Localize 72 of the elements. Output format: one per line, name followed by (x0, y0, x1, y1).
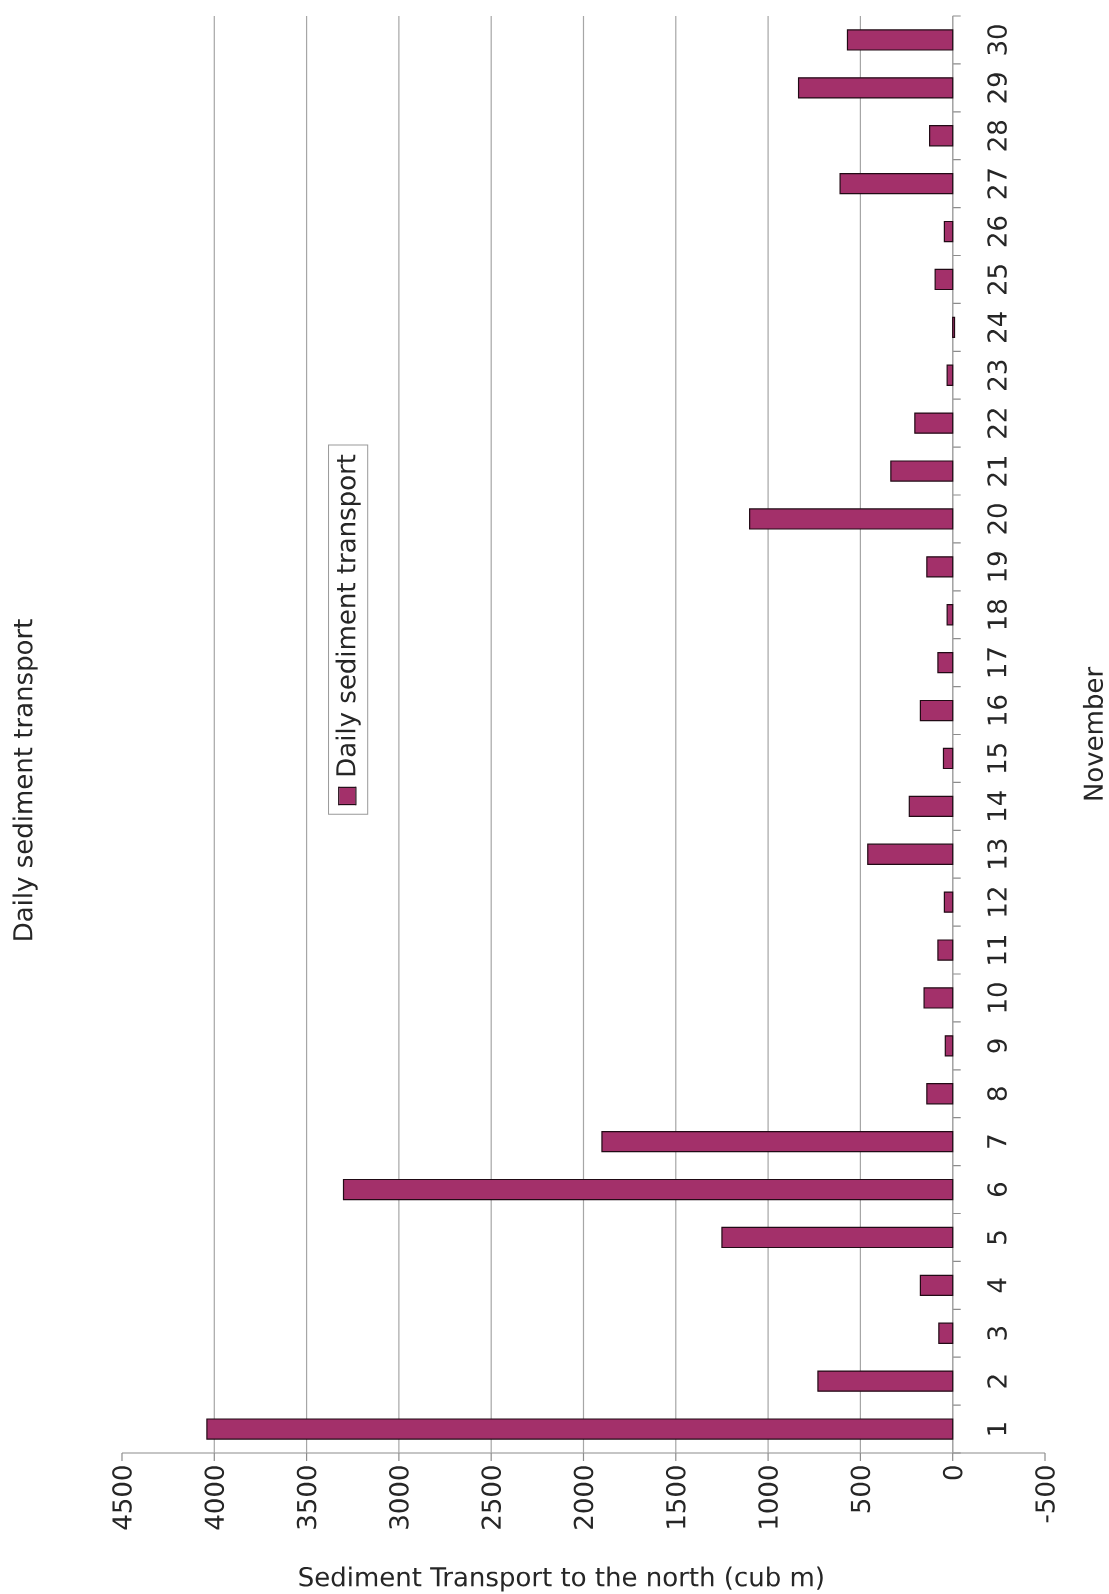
y-tick-label: 17 (987, 648, 1007, 677)
text: Daily sediment transport (335, 454, 361, 776)
x-tick-label: 0 (942, 1466, 963, 1480)
bar (919, 1274, 954, 1297)
bar (929, 125, 954, 147)
y-tick-label: 4 (987, 1278, 1007, 1293)
bar (601, 1130, 954, 1153)
bar (342, 1178, 954, 1201)
x-tick-label: 2500 (481, 1466, 502, 1529)
bar (817, 1370, 954, 1392)
x-tick-label: 1500 (665, 1466, 686, 1528)
bar (937, 652, 954, 674)
x-tick-label: 1000 (758, 1466, 778, 1528)
y-axis-title: November (1082, 666, 1104, 800)
x-tick-label: 3500 (296, 1466, 317, 1529)
bar (867, 843, 954, 865)
bar (846, 29, 954, 51)
text: Daily sediment transport (12, 619, 38, 940)
bar (797, 77, 954, 99)
y-tick-label: 22 (987, 409, 1007, 438)
bar (926, 556, 954, 578)
y-tick-label: 11 (987, 935, 1007, 964)
y-tick-label: 5 (987, 1231, 1007, 1244)
bar (926, 1083, 954, 1105)
bar (914, 412, 954, 434)
bar (943, 891, 954, 913)
y-tick-label: 30 (987, 25, 1007, 55)
bar (943, 220, 954, 243)
y-tick-label: 26 (987, 216, 1007, 247)
x-tick-label: 4500 (112, 1466, 132, 1530)
y-tick-label: 19 (987, 552, 1007, 581)
x-tick-label: 2000 (573, 1466, 594, 1529)
y-tick-label: 21 (987, 456, 1007, 486)
x-tick-label: 500 (850, 1466, 871, 1513)
y-tick-label: 29 (987, 73, 1007, 103)
y-tick-label: 15 (987, 744, 1007, 773)
bar (923, 987, 954, 1009)
bar (919, 699, 954, 722)
y-tick-label: 12 (987, 888, 1007, 916)
y-tick-label: 10 (987, 983, 1007, 1012)
bar (942, 747, 954, 770)
y-tick-label: 7 (987, 1135, 1007, 1148)
y-tick-label: 6 (987, 1182, 1007, 1196)
bar (749, 508, 954, 530)
y-tick-label: 2 (987, 1375, 1007, 1388)
bar (944, 1035, 954, 1057)
y-tick-label: 20 (987, 504, 1007, 534)
bar (908, 795, 954, 818)
y-tick-label: 9 (987, 1039, 1007, 1053)
x-tick-label: 4000 (204, 1466, 225, 1530)
bar (934, 268, 954, 291)
y-tick-label: 27 (987, 169, 1007, 199)
y-tick-label: 1 (987, 1423, 1007, 1435)
y-tick-label: 28 (987, 121, 1007, 151)
bar (890, 460, 954, 482)
bar (721, 1226, 954, 1249)
bar (839, 173, 954, 195)
y-tick-label: 24 (987, 312, 1007, 343)
x-tick-label: 3000 (389, 1466, 409, 1529)
y-tick-label: 14 (987, 791, 1007, 821)
x-tick-label: -500 (1035, 1466, 1055, 1523)
x-axis-title: Sediment Transport to the north (cub m) (299, 1566, 823, 1592)
y-tick-label: 25 (987, 265, 1007, 295)
y-tick-label: 3 (987, 1327, 1007, 1340)
y-tick-label: 13 (987, 839, 1007, 868)
bar (206, 1418, 954, 1440)
y-tick-label: 16 (987, 695, 1007, 725)
y-tick-label: 8 (987, 1087, 1007, 1101)
y-tick-label: 23 (987, 360, 1007, 390)
bar (937, 939, 954, 961)
y-tick-label: 18 (987, 599, 1007, 629)
bar (938, 1322, 954, 1344)
